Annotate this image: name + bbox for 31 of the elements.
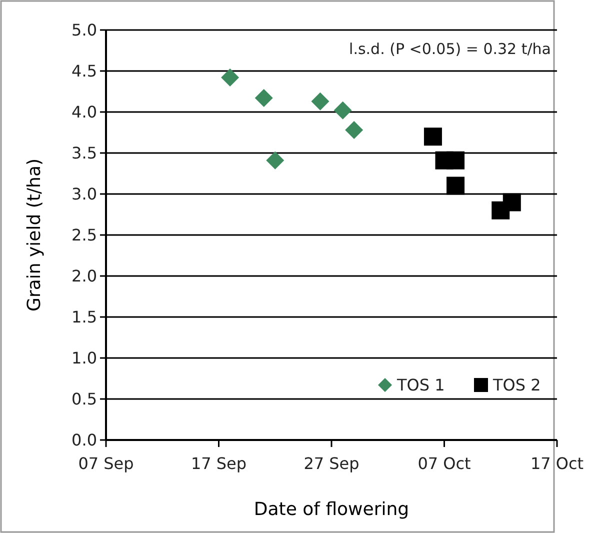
y-tick-label: 5.0 xyxy=(72,20,97,40)
y-tick-label: 2.0 xyxy=(72,266,97,286)
x-tick-label: 07 Sep xyxy=(78,454,134,473)
annotation: l.s.d. (P <0.05) = 0.32 t/ha xyxy=(349,40,551,58)
point xyxy=(266,151,284,170)
y-tick-label: 4.5 xyxy=(72,62,97,81)
point xyxy=(424,128,442,146)
point xyxy=(446,151,465,170)
y-tick-label: 4.0 xyxy=(72,102,97,122)
legend-label: TOS 1 xyxy=(396,376,445,395)
point xyxy=(221,68,240,87)
y-tick-label: 0.5 xyxy=(72,390,97,409)
y-axis-title: Grain yield (t/ha) xyxy=(24,158,45,312)
y-tick-label: 3.5 xyxy=(72,144,97,163)
point xyxy=(446,176,465,195)
x-tick-label: 07 Oct xyxy=(418,454,471,473)
point xyxy=(334,101,352,120)
point xyxy=(345,121,364,140)
x-tick-label: 27 Sep xyxy=(304,454,360,473)
point xyxy=(311,92,330,110)
y-tick-label: 0.0 xyxy=(72,430,97,450)
x-axis-title: Date of flowering xyxy=(254,499,410,520)
y-tick-label: 1.5 xyxy=(72,308,97,327)
y-tick-label: 3.0 xyxy=(72,184,97,204)
point xyxy=(254,89,273,108)
x-tick-label: 17 Sep xyxy=(190,454,247,473)
x-tick-label: 17 Oct xyxy=(530,454,584,473)
y-tick-label: 1.0 xyxy=(72,348,97,368)
legend-label: TOS 2 xyxy=(492,376,541,395)
point xyxy=(502,193,521,212)
y-tick-label: 2.5 xyxy=(72,226,97,245)
